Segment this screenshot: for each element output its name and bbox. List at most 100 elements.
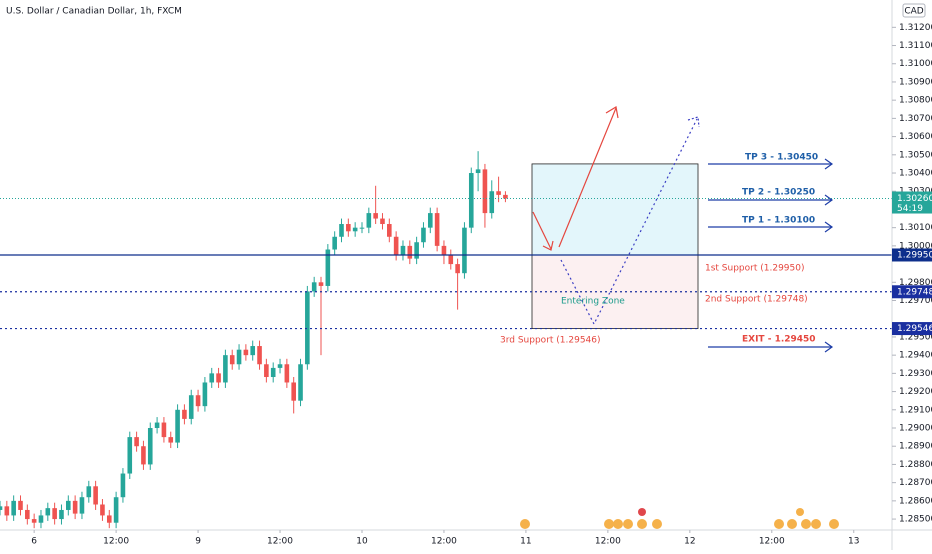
candle-body xyxy=(25,509,30,520)
x-tick-label: 10 xyxy=(356,537,368,547)
last-price-label: 1.30260 xyxy=(897,194,932,204)
y-tick-label: 1.29800 xyxy=(899,278,932,288)
y-tick-label: 1.30500 xyxy=(899,150,932,160)
arrow xyxy=(532,211,552,250)
annotation: TP 2 - 1.30250 xyxy=(742,188,815,198)
y-tick-label: 1.28700 xyxy=(899,478,932,488)
candle-body xyxy=(496,191,501,195)
candle-body xyxy=(264,364,269,378)
candle-body xyxy=(188,395,194,419)
y-tick-label: 1.29700 xyxy=(899,296,932,306)
candle-body xyxy=(257,346,262,365)
zones xyxy=(531,163,699,329)
x-tick-label: 12:00 xyxy=(103,537,129,547)
candle-body xyxy=(223,355,228,383)
candle-body xyxy=(407,245,413,259)
candle-body xyxy=(106,515,112,523)
currency: CAD xyxy=(904,7,923,17)
candle-body xyxy=(209,373,215,383)
candle-body xyxy=(216,373,221,383)
candle-body xyxy=(154,422,160,429)
y-tick-label: 1.30000 xyxy=(899,241,932,251)
candles xyxy=(0,151,508,529)
candle-body xyxy=(305,291,310,365)
chart-title: U.S. Dollar / Canadian Dollar, 1h, FXCM xyxy=(6,7,182,17)
drawings xyxy=(532,106,834,353)
candle-body xyxy=(236,349,242,365)
level-price-box xyxy=(892,248,932,262)
y-tick-label: 1.30100 xyxy=(899,223,932,233)
y-tick-label: 1.31000 xyxy=(899,59,932,69)
candle-body xyxy=(441,245,447,255)
level-price-box xyxy=(892,285,932,299)
candle-body xyxy=(352,227,358,232)
candle-body xyxy=(0,506,3,510)
y-tick-label: 1.28800 xyxy=(899,460,932,470)
level-price-box xyxy=(892,322,932,336)
target-arrows xyxy=(708,158,834,353)
y-tick-label: 1.29200 xyxy=(899,387,932,397)
candle-body xyxy=(366,213,372,228)
candle-body xyxy=(387,224,392,237)
annotation: TP 3 - 1.30450 xyxy=(745,153,818,163)
arrow-head xyxy=(542,240,554,251)
annotation: Entering Zone xyxy=(561,297,625,307)
y-tick-label: 1.29300 xyxy=(899,369,932,379)
candle-body xyxy=(414,242,419,259)
candle-body xyxy=(250,346,256,356)
x-tick-label: 12:00 xyxy=(267,537,293,547)
levels xyxy=(0,198,892,330)
y-tick-label: 1.30800 xyxy=(899,96,932,106)
candle-body xyxy=(475,169,481,174)
candle-body xyxy=(462,227,467,274)
candle-body xyxy=(11,500,16,516)
candle-body xyxy=(400,245,406,255)
candle-body xyxy=(482,169,488,214)
candle-body xyxy=(318,282,324,286)
event-icons xyxy=(520,508,839,529)
candle-body xyxy=(489,191,495,214)
x-tick-label: 13 xyxy=(848,537,859,547)
candle-body xyxy=(346,224,351,232)
candle-body xyxy=(79,497,85,514)
candle-body xyxy=(373,213,378,219)
candle-body xyxy=(113,497,119,523)
candle-body xyxy=(298,364,303,401)
annotations: TP 3 - 1.30450 TP 2 - 1.30250 TP 1 - 1.3… xyxy=(500,153,818,346)
x-tick-label: 12 xyxy=(684,537,695,547)
candle-body xyxy=(243,349,249,356)
y-tick-label: 1.30400 xyxy=(899,169,932,179)
candle-body xyxy=(18,500,23,510)
candle-body xyxy=(52,508,57,520)
x-tick-label: 12:00 xyxy=(595,537,621,547)
level-price-label: 1.29748 xyxy=(897,287,932,297)
y-tick-label: 1.29000 xyxy=(899,424,932,434)
candle-body xyxy=(393,236,399,255)
candle-body xyxy=(291,382,296,401)
y-tick-label: 1.29100 xyxy=(899,405,932,415)
candle-body xyxy=(100,504,105,516)
candle-body xyxy=(147,428,153,465)
x-tick-label: 9 xyxy=(195,537,201,547)
candle-body xyxy=(359,227,365,229)
candle-body xyxy=(380,218,385,225)
candle-body xyxy=(503,194,508,199)
y-tick-label: 1.30600 xyxy=(899,132,932,142)
annotation: 3rd Support (1.29546) xyxy=(500,336,601,346)
y-tick-label: 1.29500 xyxy=(899,332,932,342)
candle-body xyxy=(195,395,201,407)
y-tick-label: 1.28500 xyxy=(899,515,932,525)
y-tick-label: 1.31200 xyxy=(899,23,932,33)
candle-body xyxy=(277,364,283,368)
arrow-head xyxy=(605,106,619,119)
candle-body xyxy=(229,355,235,365)
y-tick-label: 1.30700 xyxy=(899,114,932,124)
candle-body xyxy=(270,367,276,378)
candle-body xyxy=(182,409,187,419)
y-tick-label: 1.30900 xyxy=(899,77,932,87)
candle-body xyxy=(93,486,98,505)
candle-body xyxy=(455,264,460,274)
candle-body xyxy=(284,364,290,383)
candle-body xyxy=(427,213,433,228)
